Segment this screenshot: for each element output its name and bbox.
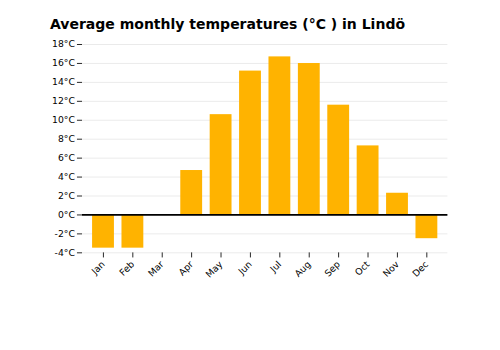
svg-text:2°C: 2°C	[58, 190, 75, 201]
svg-text:0°C: 0°C	[58, 209, 75, 220]
svg-text:Nov: Nov	[380, 258, 401, 279]
svg-text:6°C: 6°C	[58, 152, 75, 163]
svg-text:Dec: Dec	[410, 258, 430, 278]
svg-text:Jun: Jun	[235, 258, 254, 277]
svg-text:14°C: 14°C	[52, 76, 75, 87]
svg-text:Aug: Aug	[292, 258, 313, 279]
html-text:Average monthly temperatures (: Average monthly temperatures (°C ) in Li…	[50, 16, 405, 32]
svg-text:Sep: Sep	[322, 258, 342, 278]
svg-text:-2°C: -2°C	[55, 228, 75, 239]
svg-text:10°C: 10°C	[52, 114, 75, 125]
svg-text:18°C: 18°C	[52, 38, 75, 49]
svg-text:-4°C: -4°C	[55, 247, 75, 258]
svg-text:12°C: 12°C	[52, 95, 75, 106]
svg-text:4°C: 4°C	[58, 171, 75, 182]
svg-text:Oct: Oct	[352, 258, 371, 277]
svg-text:Feb: Feb	[117, 258, 136, 277]
svg-text:Jul: Jul	[267, 258, 283, 274]
svg-text:Mar: Mar	[146, 258, 166, 278]
svg-text:Jan: Jan	[88, 258, 107, 277]
svg-text:8°C: 8°C	[58, 133, 75, 144]
svg-text:16°C: 16°C	[52, 57, 75, 68]
svg-text:May: May	[203, 258, 225, 280]
svg-text:Apr: Apr	[176, 258, 195, 277]
